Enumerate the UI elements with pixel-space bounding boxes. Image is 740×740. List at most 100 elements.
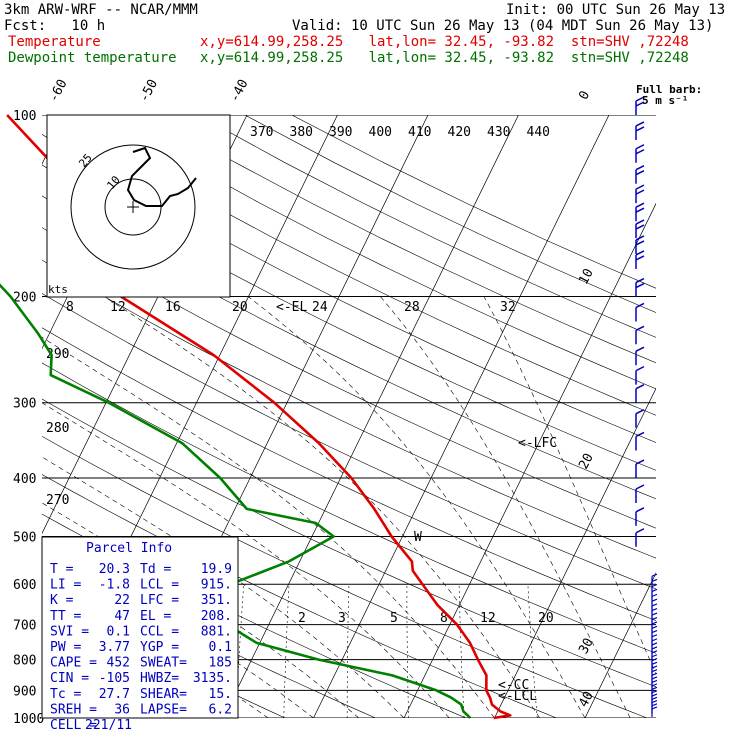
wind-barb-flag: [651, 654, 658, 658]
dry-adiabat-line: [151, 115, 656, 364]
wind-barb-flag: [635, 202, 645, 208]
lcl-marker: <-LCL: [498, 689, 537, 704]
parcel-key: T =: [50, 562, 74, 577]
mixing-ratio-label: 8: [440, 611, 448, 626]
isotherm-label: 40: [576, 689, 597, 710]
dry-adiabat-line: [42, 259, 656, 559]
wind-barb-flag: [635, 149, 645, 155]
isotherm-label: 10: [576, 266, 597, 287]
wind-barb-flag: [651, 646, 658, 650]
mixing-ratio-label: 2: [298, 611, 306, 626]
parcel-key: SREH =: [50, 702, 97, 717]
moist-adiabat-line: [42, 336, 495, 718]
parcel-key: YGP =: [140, 640, 179, 655]
wind-barb-flag: [651, 679, 658, 683]
wind-barb-flag: [635, 170, 645, 176]
mixing-ratio-line: [406, 584, 409, 718]
parcel-key: LFC =: [140, 593, 179, 608]
theta-label: 430: [487, 125, 510, 140]
isotherm-line: [584, 572, 656, 718]
mixing-ratio-line: [527, 584, 538, 718]
dry-adiabat-line: [42, 327, 656, 622]
init-time: Init: 00 UTC Sun 26 May 13: [506, 2, 725, 18]
dewpoint-profile: [0, 283, 472, 719]
wind-barb-flag: [635, 224, 645, 230]
wind-barb-flag: [635, 189, 645, 195]
hodograph-box: [46, 114, 231, 298]
dry-adiabat-line: [42, 164, 656, 471]
wind-barb-flag: [635, 346, 645, 352]
lfc-marker: <-LFC: [518, 436, 557, 451]
moist-adiabat-line: [42, 402, 450, 718]
wind-barb-flag: [651, 621, 658, 625]
model-title: 3km ARW-WRF -- NCAR/MMM: [4, 2, 198, 18]
pressure-tick-label: 100: [13, 109, 36, 124]
theta-label: 440: [527, 125, 550, 140]
wind-barb-flag: [635, 184, 645, 190]
wind-barb-flag: [635, 165, 645, 171]
theta-left-label: 270: [46, 493, 69, 508]
dry-adiabat-line: [42, 195, 656, 500]
parcel-key: CIN =: [50, 671, 89, 686]
wind-barb-flag: [651, 706, 658, 710]
parcel-key: K =: [50, 593, 74, 608]
hodo-tick-label: 16: [165, 300, 181, 315]
wind-barb-flag: [635, 365, 645, 372]
parcel-value: 3.77: [99, 640, 130, 655]
pressure-tick-label: 1000: [13, 712, 44, 727]
parcel-value: 19.9: [201, 562, 232, 577]
parcel-value: 36: [114, 702, 130, 717]
wind-barb-flag: [651, 638, 658, 642]
parcel-value: 22: [114, 593, 130, 608]
isotherm-line: [222, 115, 519, 718]
wind-barb-flag: [635, 240, 645, 246]
isotherm-label: 30: [576, 636, 597, 657]
wind-barb-flag: [635, 255, 645, 261]
hodo-ring: [70, 144, 196, 270]
hodograph-trace: [126, 146, 197, 207]
pressure-tick-label: 300: [13, 397, 36, 412]
temperature-location: x,y=614.99,258.25 lat,lon= 32.45, -93.82…: [200, 34, 689, 50]
wind-barb-flag: [635, 144, 645, 150]
mixing-ratio-line: [235, 584, 244, 718]
parcel-box: [41, 536, 239, 719]
wind-barb-flag: [635, 528, 645, 534]
mixing-ratio-line: [283, 584, 290, 718]
parcel-value: 915.: [201, 578, 232, 593]
parcel-key: CAPE =: [50, 656, 97, 671]
cc-marker: <-CC: [498, 678, 529, 693]
wind-barb-flag: [635, 126, 645, 132]
dry-adiabat-line: [42, 293, 656, 590]
wind-barb-flag: [635, 484, 645, 490]
moist-adiabat-line: [103, 296, 541, 718]
wind-barb-flag: [651, 634, 658, 638]
forecast-hour: Fcst: 10 h: [4, 18, 105, 34]
wind-barb-flag: [651, 676, 658, 680]
pressure-tick-label: 800: [13, 654, 36, 669]
parcel-value: 881.: [201, 624, 232, 639]
isotherm-label: 20: [576, 451, 597, 472]
wind-barb-flag: [651, 583, 658, 588]
theta-label: 370: [250, 125, 273, 140]
pressure-tick-label: 600: [13, 578, 36, 593]
pressure-tick-label: 400: [13, 472, 36, 487]
wind-barb-flag: [635, 431, 645, 438]
parcel-value: 0.1: [107, 624, 130, 639]
parcel-value: -1.8: [99, 578, 130, 593]
parcel-value: 351.: [201, 593, 232, 608]
theta-label: 390: [329, 125, 352, 140]
barb-legend-label: Full barb:: [636, 83, 702, 96]
wind-barb-flag: [651, 650, 658, 654]
wind-barb-flag: [651, 703, 658, 707]
moist-adiabat-line: [483, 296, 656, 675]
wind-barb-flag: [651, 578, 658, 582]
isotherm-line: [403, 202, 656, 718]
wind-barb-flag: [651, 612, 658, 616]
hodo-tick-label: 20: [232, 300, 248, 315]
mixing-ratio-label: 5: [390, 611, 398, 626]
moist-adiabat-line: [42, 456, 405, 718]
mixing-ratio-label: 12: [480, 611, 496, 626]
wind-barb-flag: [635, 235, 645, 241]
parcel-key: TT =: [50, 609, 81, 624]
isotherm-label: -40: [227, 77, 251, 105]
